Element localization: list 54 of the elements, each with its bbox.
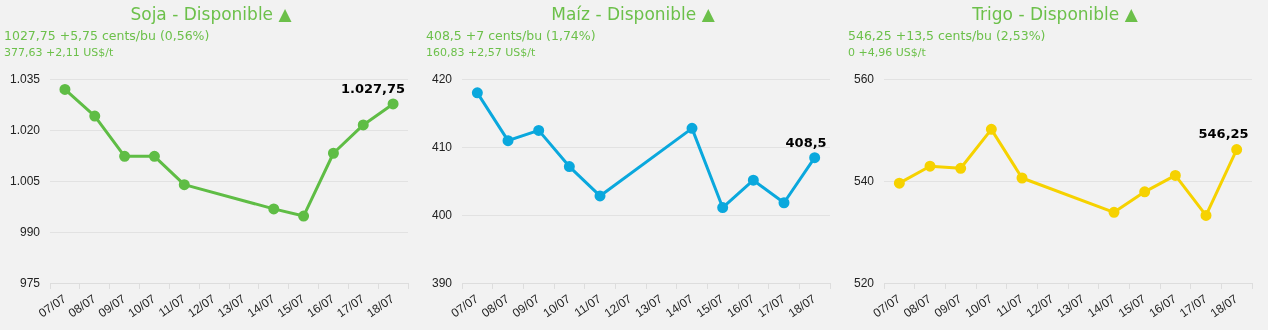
point — [178, 179, 190, 191]
point — [563, 161, 575, 173]
y-tick-label: 1.005 — [10, 173, 41, 188]
annotation: 408,5 — [785, 134, 827, 150]
point — [327, 147, 339, 159]
point — [357, 119, 369, 131]
point — [893, 177, 905, 189]
point — [387, 98, 399, 110]
chart-title: Soja - Disponible ▲ — [129, 4, 293, 26]
point — [985, 123, 997, 135]
point — [59, 83, 71, 95]
point — [778, 197, 790, 209]
chart-subtitle: 1027,75 +5,75 cents/bu (0,56%) — [4, 28, 211, 45]
point — [809, 152, 821, 164]
point — [1231, 144, 1243, 156]
chart-title: Maíz - Disponible ▲ — [550, 4, 716, 26]
point — [533, 124, 545, 136]
point — [1016, 172, 1028, 184]
y-tick-label: 975 — [20, 276, 41, 291]
point — [1139, 186, 1151, 198]
point — [747, 174, 759, 186]
y-tick-label: 420 — [431, 71, 453, 86]
annotation: 1.027,75 — [340, 80, 406, 96]
point — [594, 190, 606, 202]
point — [471, 87, 483, 99]
y-tick-label: 410 — [431, 139, 453, 154]
point — [686, 122, 698, 134]
y-tick-label: 520 — [853, 276, 875, 291]
text: 160,83 +2,57 US$/t — [426, 46, 537, 61]
y-tick-label: 990 — [20, 225, 41, 240]
point — [502, 135, 514, 147]
chart-subtitle: 408,5 +7 cents/bu (1,74%) — [426, 28, 597, 45]
point — [1169, 169, 1181, 181]
point — [955, 162, 967, 174]
y-tick-label: 560 — [853, 71, 875, 86]
point — [1200, 209, 1212, 221]
y-tick-label: 390 — [431, 276, 453, 291]
chart-subtitle: 546,25 +13,5 cents/bu (2,53%) — [848, 28, 1047, 45]
point — [89, 110, 101, 122]
chart-title: Trigo - Disponible ▲ — [971, 4, 1139, 26]
point — [298, 210, 310, 222]
text: 377,63 +2,11 US$/t — [4, 46, 115, 61]
point — [717, 202, 729, 214]
annotation: 546,25 — [1198, 126, 1249, 142]
text: 0 +4,96 US$/t — [848, 46, 927, 61]
point — [268, 203, 280, 215]
y-tick-label: 400 — [431, 208, 453, 223]
point — [148, 150, 160, 162]
point — [119, 150, 131, 162]
point — [924, 160, 936, 172]
point — [1108, 206, 1120, 218]
y-tick-label: 540 — [853, 173, 875, 188]
y-tick-label: 1.035 — [10, 71, 41, 86]
y-tick-label: 1.020 — [10, 122, 41, 137]
